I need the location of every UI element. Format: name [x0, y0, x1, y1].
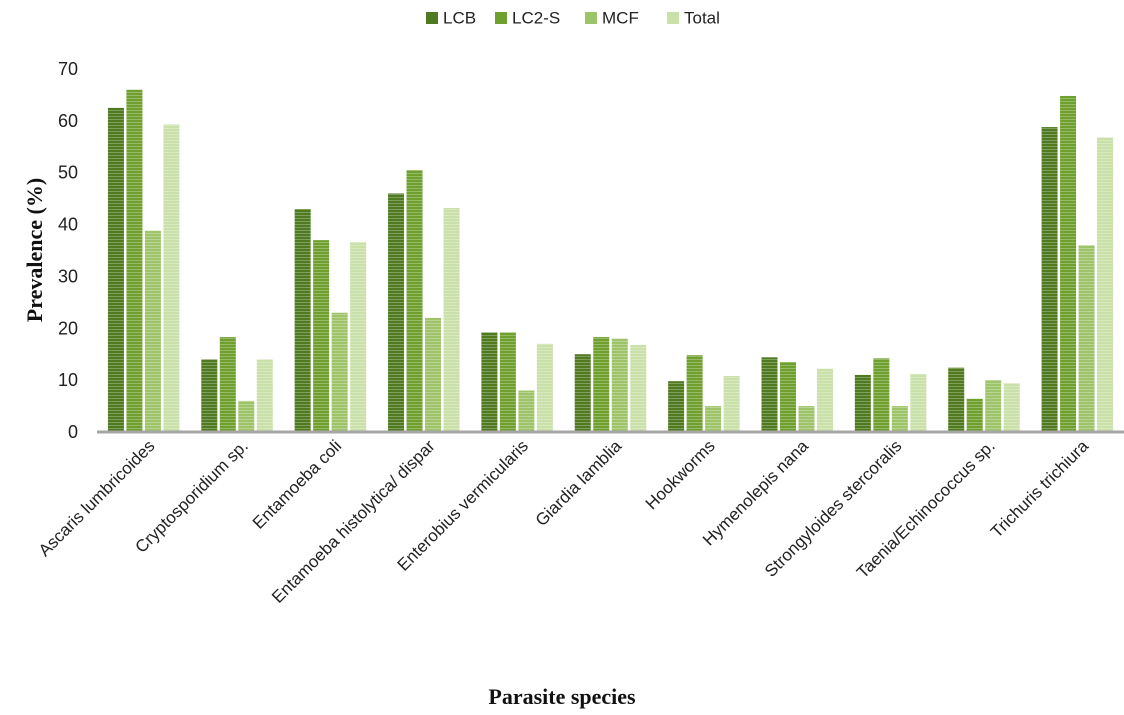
- bar-texture: [1097, 137, 1114, 433]
- bar-texture: [779, 361, 796, 432]
- bar-texture: [593, 337, 610, 432]
- y-axis-title: Prevalence (%): [22, 178, 47, 322]
- bar-texture: [107, 107, 124, 433]
- bar-texture: [350, 242, 367, 432]
- bar-texture: [630, 344, 647, 432]
- y-tick-label: 0: [68, 422, 78, 442]
- bar-texture: [668, 381, 685, 432]
- y-tick-label: 60: [58, 111, 78, 131]
- bar-texture: [163, 124, 180, 432]
- bar-texture: [574, 354, 591, 432]
- x-category-label: Trichuris trichiura: [987, 436, 1093, 542]
- bar-texture: [761, 357, 778, 432]
- bar-texture: [126, 89, 143, 432]
- x-category-label: Hookworms: [642, 436, 719, 513]
- bar-texture: [723, 375, 740, 432]
- bar-texture: [1060, 95, 1077, 433]
- bar-texture: [686, 355, 703, 432]
- legend-swatch: [667, 12, 679, 24]
- y-tick-label: 70: [58, 59, 78, 79]
- y-axis: 0 10 20 30 40 50 60 70: [58, 59, 78, 442]
- legend-label: Total: [684, 9, 720, 28]
- y-tick-label: 40: [58, 215, 78, 235]
- bar-texture: [294, 209, 311, 432]
- legend-swatch: [585, 12, 597, 24]
- y-tick-label: 50: [58, 163, 78, 183]
- x-category-label: Entamoeba histolytica/ dispar: [268, 436, 439, 607]
- bar-texture: [910, 373, 927, 432]
- bar-texture: [144, 230, 161, 432]
- legend-label: MCF: [602, 9, 639, 28]
- bar-texture: [443, 207, 460, 432]
- legend: LCB LC2-S MCF Total: [426, 9, 720, 28]
- bar-texture: [873, 358, 890, 432]
- y-tick-label: 20: [58, 318, 78, 338]
- bar-texture: [481, 332, 498, 432]
- bar-texture: [406, 170, 423, 432]
- bar-texture: [201, 359, 218, 432]
- bar-texture: [985, 380, 1002, 432]
- legend-label: LCB: [443, 9, 476, 28]
- bar-texture: [256, 359, 273, 432]
- bar-texture: [499, 332, 516, 432]
- y-tick-label: 10: [58, 370, 78, 390]
- bar-texture: [816, 368, 833, 432]
- bar-texture: [536, 343, 553, 432]
- bar-texture: [966, 398, 983, 432]
- bar-texture: [798, 406, 815, 432]
- legend-label: LC2-S: [512, 9, 560, 28]
- bar-texture: [1041, 127, 1058, 432]
- bar-texture: [331, 312, 348, 432]
- bar-texture: [238, 400, 255, 432]
- y-tick-label: 30: [58, 266, 78, 286]
- x-axis-title: Parasite species: [488, 684, 636, 709]
- bar-texture: [854, 374, 871, 432]
- bar-texture: [388, 193, 405, 432]
- bar-texture: [705, 406, 722, 432]
- bar-texture: [219, 337, 236, 432]
- legend-swatch: [426, 12, 438, 24]
- bar-texture: [611, 338, 628, 432]
- bar-texture: [891, 406, 908, 432]
- bar-texture: [1003, 383, 1020, 432]
- bar-texture: [425, 317, 442, 432]
- legend-swatch: [495, 12, 507, 24]
- x-category-label: Entamoeba coli: [249, 436, 345, 532]
- x-category-label: Giardia lamblia: [532, 436, 626, 530]
- bar-texture: [1078, 245, 1095, 432]
- bars: [107, 89, 1114, 433]
- bar-texture: [313, 240, 330, 432]
- bar-texture: [518, 390, 535, 432]
- bar-texture: [948, 367, 965, 432]
